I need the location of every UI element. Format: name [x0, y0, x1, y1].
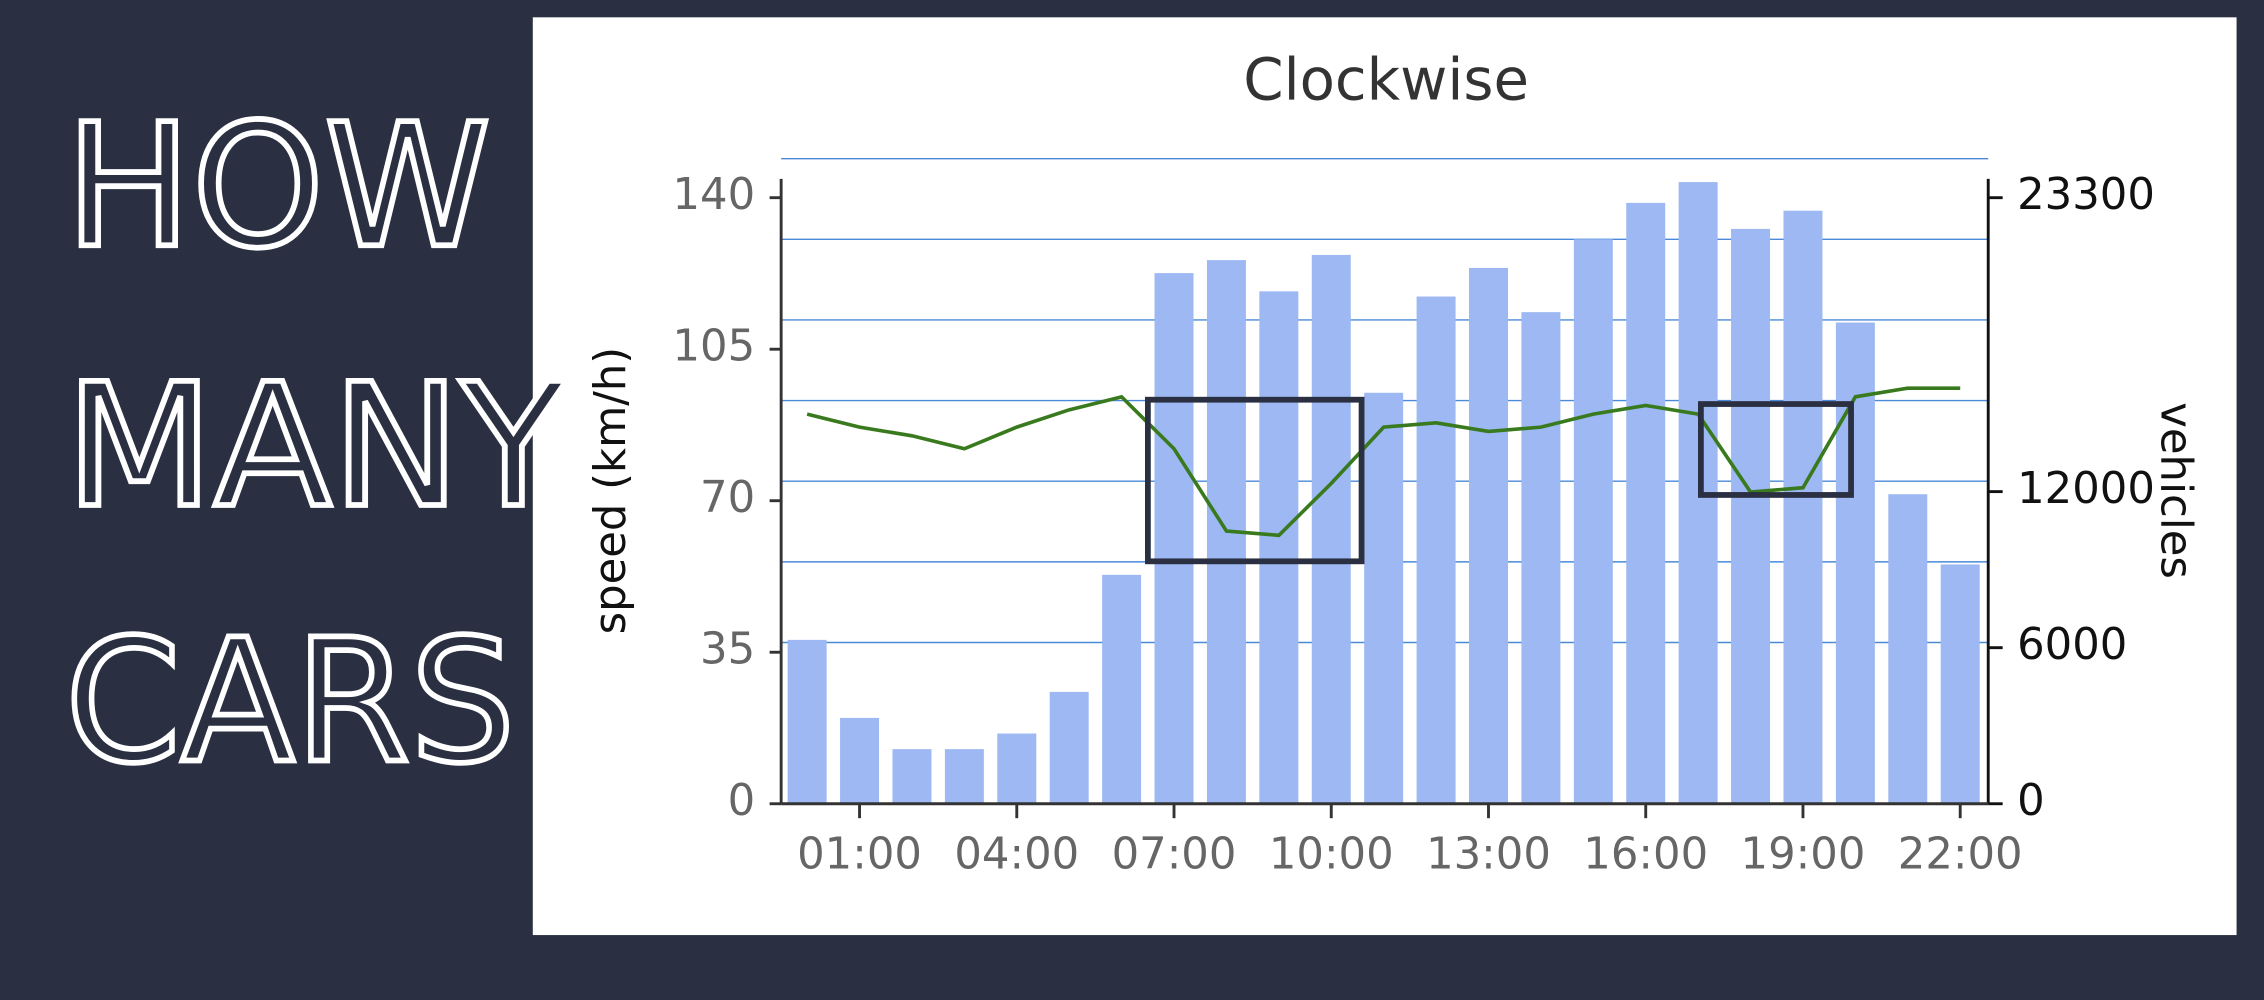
highlight-box: [1698, 401, 1854, 498]
x-tick-label: 22:00: [1898, 830, 2023, 880]
bar: [1888, 494, 1928, 804]
x-tick-label: 07:00: [1112, 830, 1237, 880]
x-tick-label: 16:00: [1583, 830, 1708, 880]
bar: [1259, 291, 1299, 804]
chart-title: Clockwise: [1243, 45, 1529, 113]
x-tick-label: 01:00: [797, 830, 922, 880]
y-tick-label: 70: [700, 473, 755, 523]
x-tick-label: 19:00: [1741, 830, 1866, 880]
speed-line: [806, 386, 1961, 538]
bar: [1102, 574, 1142, 804]
plot: 0 35 70 105 140 0 6000 12000 23300 01:00 04:00 07:0…: [672, 157, 2155, 880]
side-text: HOW: [65, 88, 491, 286]
bar: [1469, 267, 1508, 804]
bar: [1783, 210, 1823, 804]
bar: [1626, 202, 1666, 804]
y2-tick-label: 0: [2017, 776, 2045, 826]
y-tick-label: 105: [672, 322, 755, 372]
x-tick-label: 04:00: [954, 830, 1079, 880]
bar: [1154, 273, 1194, 804]
side-text: CARS: [65, 604, 515, 802]
y-tick-label: 0: [728, 776, 756, 826]
bar: [1573, 239, 1613, 804]
x-tick-label: 10:00: [1269, 830, 1394, 880]
x-tick-label: 13:00: [1426, 830, 1551, 880]
highlight-box: [1144, 396, 1365, 565]
bar: [1416, 296, 1456, 804]
bar: [1364, 392, 1404, 804]
bar: [840, 717, 880, 804]
y-tick-label: 35: [700, 625, 755, 675]
y2-tick-label: 23300: [2017, 170, 2155, 220]
bar: [1731, 228, 1771, 804]
bar: [1049, 691, 1089, 804]
bar: [787, 639, 827, 804]
y2-tick-label: 6000: [2017, 620, 2127, 670]
bar: [892, 749, 932, 804]
bar: [944, 749, 984, 804]
bar: [1521, 312, 1561, 804]
y-axis-label: speed (km/h): [586, 347, 636, 635]
y2-axis-label: vehicles: [2151, 402, 2201, 579]
bar: [1940, 564, 1980, 804]
y2-tick-label: 12000: [2017, 464, 2155, 514]
bar: [1311, 254, 1351, 804]
side-text: MANY: [65, 348, 567, 546]
y-tick-label: 140: [672, 170, 755, 220]
bar: [997, 733, 1037, 804]
